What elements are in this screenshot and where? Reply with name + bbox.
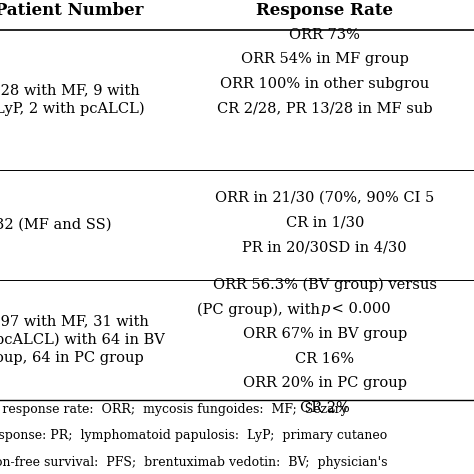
Text: (28 with MF, 9 with: (28 with MF, 9 with	[0, 84, 140, 98]
Text: LyP, 2 with pcALCL): LyP, 2 with pcALCL)	[0, 102, 145, 116]
Text: Response Rate: Response Rate	[256, 2, 393, 19]
Text: < 0.000: < 0.000	[327, 302, 391, 316]
Text: esponse: PR;  lymphomatoid papulosis:  LyP;  primary cutaneo: esponse: PR; lymphomatoid papulosis: LyP…	[0, 429, 387, 442]
Text: (97 with MF, 31 with: (97 with MF, 31 with	[0, 315, 149, 329]
Text: CR 2/28, PR 13/28 in MF sub: CR 2/28, PR 13/28 in MF sub	[217, 102, 432, 116]
Text: oup, 64 in PC group: oup, 64 in PC group	[0, 351, 144, 365]
Text: ORR in 21/30 (70%, 90% CI 5: ORR in 21/30 (70%, 90% CI 5	[215, 191, 434, 205]
Text: ORR 56.3% (BV group) versus: ORR 56.3% (BV group) versus	[213, 278, 437, 292]
Text: p: p	[320, 302, 329, 316]
Text: ORR 20% in PC group: ORR 20% in PC group	[243, 376, 407, 390]
Text: CR 2%: CR 2%	[300, 401, 349, 415]
Text: pcALCL) with 64 in BV: pcALCL) with 64 in BV	[0, 333, 165, 347]
Text: (PC group), with: (PC group), with	[197, 302, 325, 317]
Text: e response rate:  ORR;  mycosis fungoides:  MF;  Sézary: e response rate: ORR; mycosis fungoides:…	[0, 402, 347, 416]
Text: ORR 67% in BV group: ORR 67% in BV group	[243, 327, 407, 341]
Text: ORR 100% in other subgrou: ORR 100% in other subgrou	[220, 77, 429, 91]
Text: PR in 20/30SD in 4/30: PR in 20/30SD in 4/30	[242, 240, 407, 254]
Text: ORR 73%: ORR 73%	[289, 28, 360, 42]
Text: ORR 54% in MF group: ORR 54% in MF group	[241, 53, 409, 66]
Text: CR 16%: CR 16%	[295, 352, 354, 365]
Text: 32 (MF and SS): 32 (MF and SS)	[0, 218, 112, 232]
Text: ion-free survival:  PFS;  brentuximab vedotin:  BV;  physician's: ion-free survival: PFS; brentuximab vedo…	[0, 456, 387, 469]
Text: CR in 1/30: CR in 1/30	[285, 216, 364, 229]
Text: Patient Number: Patient Number	[0, 2, 144, 19]
